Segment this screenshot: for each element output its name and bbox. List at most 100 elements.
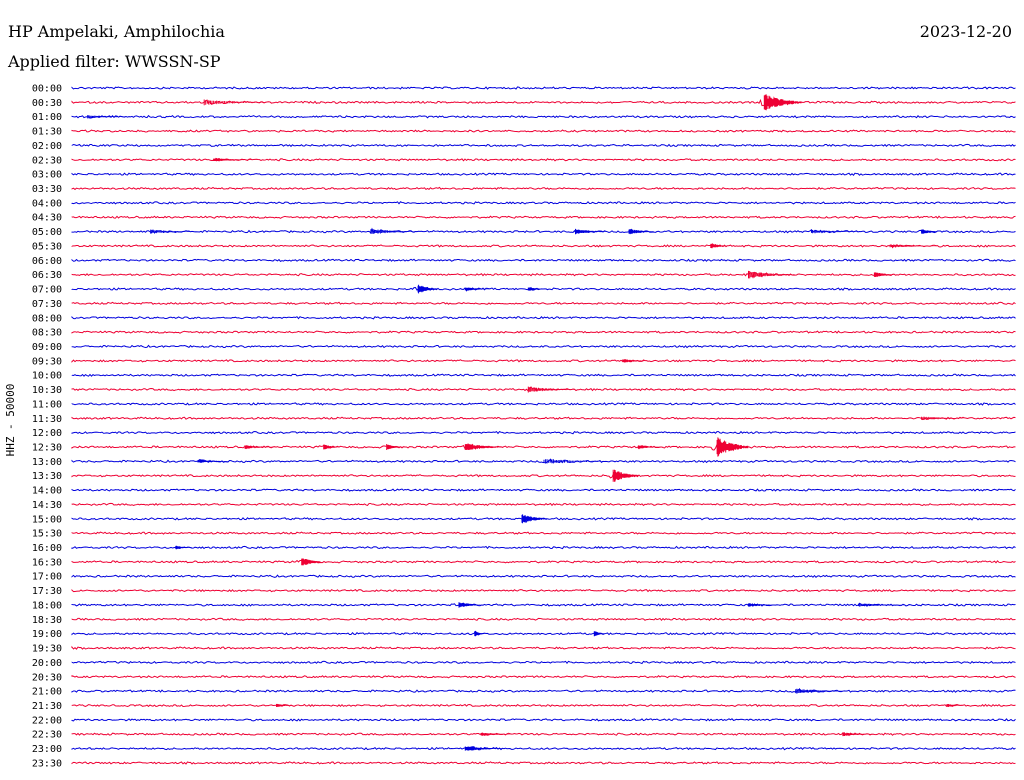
seismic-event xyxy=(386,444,403,450)
row-time-label: 06:30 xyxy=(32,270,62,281)
trace-line xyxy=(71,114,1016,119)
seismic-event xyxy=(197,459,229,463)
row-time-label: 02:00 xyxy=(32,141,62,152)
trace-line xyxy=(71,438,1016,456)
row-time-label: 07:30 xyxy=(32,299,62,310)
seismic-event xyxy=(795,688,843,694)
seismic-event xyxy=(323,444,340,450)
trace-line xyxy=(71,129,1016,133)
trace-line xyxy=(71,359,1016,363)
seismic-event xyxy=(276,703,293,707)
trace-line xyxy=(71,718,1016,722)
row-time-label: 19:00 xyxy=(32,629,62,640)
seismic-event xyxy=(474,631,485,637)
trace-line xyxy=(71,675,1016,679)
seismic-event xyxy=(575,228,607,235)
seismic-event xyxy=(612,469,639,482)
seismic-event xyxy=(213,158,251,162)
trace-line xyxy=(71,172,1016,176)
row-time-label: 10:00 xyxy=(32,371,62,382)
row-time-label: 01:30 xyxy=(32,127,62,138)
seismic-event xyxy=(464,287,491,291)
row-time-label: 08:00 xyxy=(32,313,62,324)
trace-line xyxy=(71,559,1016,565)
row-time-label: 21:30 xyxy=(32,701,62,712)
trace-line xyxy=(71,630,1016,636)
row-time-label: 07:00 xyxy=(32,285,62,296)
trace-line xyxy=(71,502,1016,507)
row-time-label: 23:00 xyxy=(32,744,62,755)
row-time-label: 14:00 xyxy=(32,486,62,497)
row-time-label: 02:30 xyxy=(32,155,62,166)
trace-line xyxy=(71,588,1016,593)
seismic-event xyxy=(464,746,503,751)
seismic-event xyxy=(921,229,938,234)
trace-line xyxy=(71,330,1016,334)
seismic-event xyxy=(716,437,749,457)
row-time-label: 05:00 xyxy=(32,227,62,238)
row-time-label: 08:30 xyxy=(32,328,62,339)
seismic-event xyxy=(480,732,513,736)
trace-line xyxy=(71,416,1016,421)
trace-line xyxy=(71,258,1016,262)
trace-line xyxy=(71,344,1016,349)
row-time-label: 22:00 xyxy=(32,715,62,726)
trace-line xyxy=(71,645,1016,650)
row-time-label: 03:00 xyxy=(32,170,62,181)
seismic-event xyxy=(464,444,503,450)
trace-line xyxy=(71,531,1016,535)
row-time-label: 20:30 xyxy=(32,672,62,683)
row-time-label: 04:30 xyxy=(32,213,62,224)
seismic-event xyxy=(622,359,648,363)
row-time-label: 17:30 xyxy=(32,586,62,597)
seismic-event xyxy=(458,602,481,608)
trace-line xyxy=(71,574,1016,578)
trace-line xyxy=(71,286,1016,292)
seismic-event xyxy=(244,445,277,449)
row-time-label: 15:00 xyxy=(32,514,62,525)
row-time-label: 10:30 xyxy=(32,385,62,396)
seismic-event xyxy=(921,416,969,420)
seismic-event xyxy=(370,229,418,234)
row-time-label: 09:00 xyxy=(32,342,62,353)
seismic-event xyxy=(175,545,192,550)
trace-line xyxy=(71,545,1016,550)
seismic-event xyxy=(748,270,796,279)
row-time-label: 11:00 xyxy=(32,399,62,410)
trace-line xyxy=(71,617,1016,622)
row-time-label: 22:30 xyxy=(32,730,62,741)
seismic-event xyxy=(889,244,937,248)
row-time-label: 21:00 xyxy=(32,687,62,698)
trace-line xyxy=(71,488,1016,492)
row-time-label: 01:00 xyxy=(32,112,62,123)
row-time-label: 04:00 xyxy=(32,198,62,209)
seismic-event xyxy=(593,631,605,637)
station-title: HP Ampelaki, Amphilochia xyxy=(8,22,225,41)
row-time-label: 13:00 xyxy=(32,457,62,468)
trace-line xyxy=(71,271,1016,279)
trace-line xyxy=(71,301,1016,306)
seismic-event xyxy=(417,284,437,294)
row-time-label: 16:30 xyxy=(32,557,62,568)
row-time-label: 19:30 xyxy=(32,644,62,655)
record-date: 2023-12-20 xyxy=(919,22,1012,41)
trace-line xyxy=(71,458,1016,464)
seismic-event xyxy=(521,514,547,524)
row-time-label: 18:30 xyxy=(32,615,62,626)
row-time-label: 20:00 xyxy=(32,658,62,669)
trace-line xyxy=(71,315,1016,320)
seismic-event xyxy=(811,229,858,234)
row-time-label: 03:30 xyxy=(32,184,62,195)
trace-line xyxy=(71,373,1016,377)
row-time-label: 15:30 xyxy=(32,529,62,540)
trace-line xyxy=(71,761,1016,765)
seismic-event xyxy=(527,386,575,393)
seismic-event xyxy=(842,732,875,737)
row-time-label: 06:00 xyxy=(32,256,62,267)
trace-line xyxy=(71,86,1016,90)
trace-line xyxy=(71,430,1016,435)
row-time-label: 09:30 xyxy=(32,356,62,367)
row-time-label: 00:00 xyxy=(32,84,62,95)
trace-line xyxy=(71,402,1016,406)
